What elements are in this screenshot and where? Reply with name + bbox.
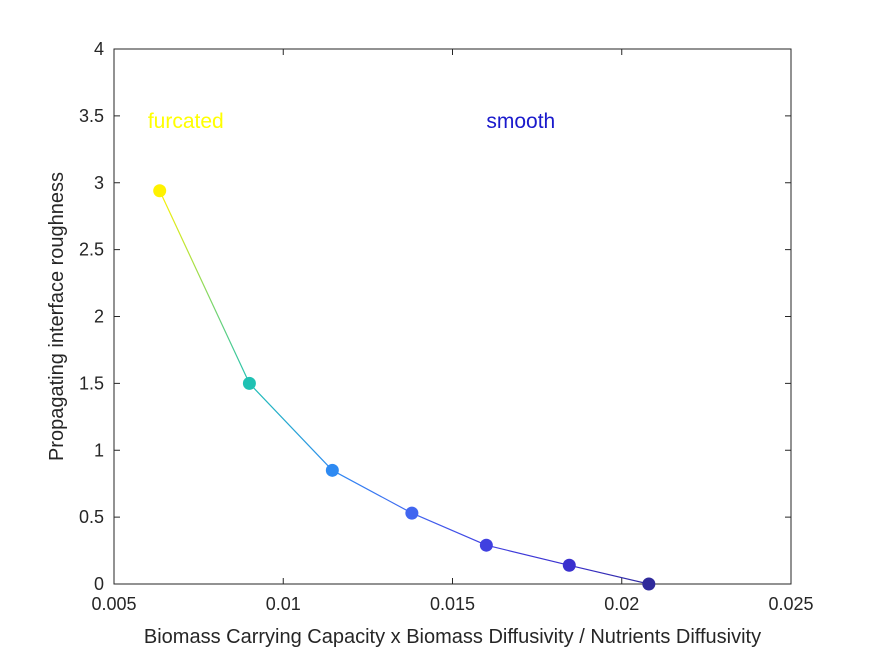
y-tick-label: 0: [94, 574, 104, 594]
y-tick-label: 2: [94, 307, 104, 327]
series-line-segment: [248, 382, 333, 471]
y-tick-label: 1: [94, 440, 104, 460]
series-line-segment: [159, 190, 250, 384]
y-tick-label: 3: [94, 173, 104, 193]
y-tick-label: 4: [94, 39, 104, 59]
y-tick-label: 3.5: [79, 106, 104, 126]
data-point: [153, 184, 167, 198]
ticks: 0.005 0.01 0.015 0.02 0.025 0 0.5 1 1.5 2 2.5 3 3.5 4: [79, 39, 814, 614]
x-tick-label: 0.015: [430, 594, 475, 614]
x-tick-label: 0.02: [604, 594, 639, 614]
y-tick-label: 2.5: [79, 240, 104, 260]
series-line-segment: [332, 469, 413, 514]
x-tick-label: 0.025: [768, 594, 813, 614]
data-point: [562, 558, 576, 572]
data-point: [325, 463, 339, 477]
annotation-furcated: furcated: [148, 110, 224, 133]
plot-area: [113, 48, 792, 585]
series-line-segment: [486, 544, 570, 566]
data-point: [242, 376, 256, 390]
y-axis-label: Propagating interface roughness: [46, 172, 68, 461]
data-point: [405, 506, 419, 520]
y-tick-label: 0.5: [79, 507, 104, 527]
series-layer: [153, 184, 656, 591]
series-line-segment: [411, 512, 487, 546]
series-line-segment: [569, 564, 649, 585]
y-tick-label: 1.5: [79, 373, 104, 393]
x-tick-label: 0.01: [266, 594, 301, 614]
annotations: furcated smooth: [148, 110, 555, 133]
data-point: [479, 538, 493, 552]
x-tick-label: 0.005: [91, 594, 136, 614]
data-point: [642, 577, 656, 591]
x-axis-label: Biomass Carrying Capacity x Biomass Diff…: [144, 626, 761, 648]
annotation-smooth: smooth: [486, 110, 555, 133]
